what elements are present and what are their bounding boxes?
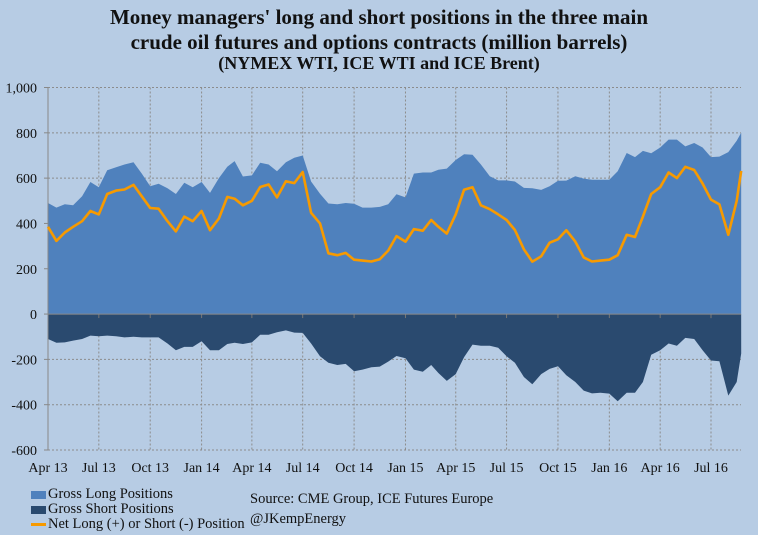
- author-handle: @JKempEnergy: [250, 511, 347, 527]
- source-note: Source: CME Group, ICE Futures Europe @J…: [250, 489, 493, 529]
- series-lines: [46, 165, 743, 263]
- legend: Gross Long Positions Gross Short Positio…: [31, 487, 245, 532]
- x-tick-label: Jul 14: [286, 461, 320, 476]
- area-gross-short-positions: [48, 314, 742, 402]
- legend-swatch-gross-short: [31, 505, 46, 514]
- x-tick-label: Apr 16: [641, 461, 680, 476]
- x-tick-label: Oct 15: [539, 461, 577, 476]
- series-areas: [48, 132, 742, 402]
- y-tick-label: 200: [16, 263, 37, 278]
- x-tick-label: Jan 14: [184, 461, 220, 476]
- legend-item-gross-short: Gross Short Positions: [31, 502, 245, 517]
- x-tick-label: Oct 14: [335, 461, 373, 476]
- x-tick-label: Apr 15: [436, 461, 475, 476]
- x-tick-label: Jul 13: [82, 461, 116, 476]
- x-tick-label: Jan 15: [387, 461, 423, 476]
- legend-label: Net Long (+) or Short (-) Position: [48, 516, 245, 532]
- y-tick-label: -400: [11, 399, 37, 414]
- x-tick-label: Jul 15: [490, 461, 524, 476]
- source-text: Source: CME Group, ICE Futures Europe: [250, 491, 494, 507]
- y-tick-label: -200: [11, 353, 37, 368]
- x-tick-label: Apr 14: [232, 461, 271, 476]
- y-tick-label: 400: [16, 217, 37, 232]
- y-tick-label: -600: [11, 444, 37, 459]
- area-gross-long-positions: [48, 132, 742, 315]
- x-tick-label: Jul 16: [694, 461, 728, 476]
- x-tick-label: Jan 16: [591, 461, 627, 476]
- y-tick-label: 800: [16, 127, 37, 142]
- x-tick-label: Apr 13: [28, 461, 67, 476]
- legend-swatch-gross-long: [31, 490, 46, 499]
- tick-labels: 1,000 800 600 400 200 0 -200 -400 -600 Apr 13 Jul …: [6, 82, 728, 477]
- chart-title-line-1: Money managers' long and short positions…: [109, 5, 649, 29]
- y-tick-label: 600: [16, 172, 37, 187]
- legend-label: Gross Short Positions: [48, 501, 174, 517]
- line-net-long-or-short-position: [46, 165, 743, 263]
- legend-item-net: Net Long (+) or Short (-) Position: [31, 517, 245, 532]
- chart-subtitle: (NYMEX WTI, ICE WTI and ICE Brent): [218, 53, 540, 73]
- axes: [44, 87, 741, 451]
- y-tick-label: 1,000: [6, 82, 38, 97]
- chart-title-line-2: crude oil futures and options contracts …: [130, 30, 628, 54]
- x-tick-label: Oct 13: [131, 461, 169, 476]
- y-tick-label: 0: [30, 308, 37, 323]
- legend-label: Gross Long Positions: [48, 486, 173, 502]
- legend-swatch-net: [31, 523, 46, 526]
- legend-item-gross-long: Gross Long Positions: [31, 487, 245, 502]
